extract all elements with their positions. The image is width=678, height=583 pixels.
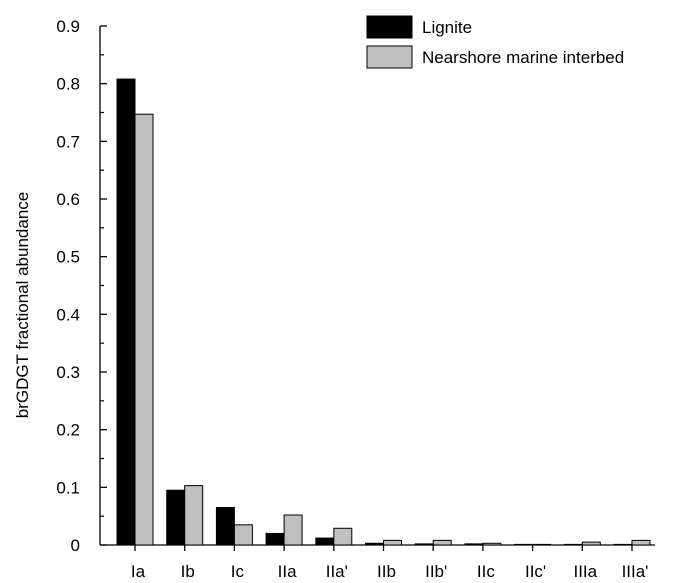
y-tick-label: 0: [71, 536, 80, 555]
bar-marine-IIc: [482, 542, 502, 546]
legend: Lignite Nearshore marine interbed: [366, 15, 624, 69]
bar-marine-IIcp: [532, 543, 552, 546]
legend-label: Nearshore marine interbed: [422, 48, 624, 67]
y-tick-label: 0.4: [56, 305, 80, 324]
bar-lignite-IIIa: [563, 543, 583, 546]
y-tick-label: 0.9: [56, 17, 80, 36]
x-axis: Ia Ib Ic IIa IIa' IIb IIb' IIc IIc' IIIa IIIa': [100, 544, 655, 581]
x-tick-label: Ic: [231, 562, 245, 581]
x-tick-label: IIa: [278, 562, 297, 581]
x-tick-label: Ib: [181, 562, 195, 581]
bar-lignite-IIa: [265, 532, 285, 546]
bar-marine-IIbp: [432, 539, 452, 546]
y-tick-label: 0.1: [56, 478, 80, 497]
legend-swatch: [366, 45, 413, 69]
bar-lignite-IIcp: [514, 543, 534, 546]
bar-marine-Ib: [184, 485, 204, 546]
bar-lignite-IIb: [365, 542, 384, 546]
y-axis: 0 0.1 0.2 0.3 0.4 0.5 0.6 0.7 0.8 0.9: [56, 17, 107, 555]
x-tick-label: IIb: [377, 562, 396, 581]
x-tick-label: IIa': [326, 562, 348, 581]
y-tick-label: 0.7: [56, 132, 80, 151]
bar-lignite-IIbp: [414, 543, 434, 546]
bar-lignite-IIap: [315, 537, 335, 546]
bar-lignite-IIIap: [613, 543, 633, 546]
x-tick-label: IIIa': [622, 562, 649, 581]
y-tick-label: 0.3: [56, 363, 80, 382]
x-tick-label: IIIa: [573, 562, 597, 581]
y-tick-label: 0.6: [56, 190, 80, 209]
bar-lignite-Ia: [116, 78, 136, 546]
bar-marine-Ic: [233, 524, 253, 546]
bar-marine-IIap: [333, 527, 353, 546]
y-tick-label: 0.5: [56, 248, 80, 267]
bar-marine-IIb: [383, 539, 402, 546]
x-tick-label: IIb': [425, 562, 447, 581]
bar-lignite-IIc: [464, 543, 484, 546]
bar-marine-IIIap: [631, 539, 651, 546]
legend-swatch: [366, 15, 413, 39]
x-tick-label: Ia: [131, 562, 146, 581]
y-axis-title: brGDGT fractional abundance: [13, 192, 32, 418]
y-tick-label: 0.2: [56, 421, 80, 440]
bar-lignite-Ic: [215, 507, 235, 546]
bars: [116, 78, 651, 546]
x-tick-label: IIc: [477, 562, 495, 581]
y-tick-label: 0.8: [56, 75, 80, 94]
bar-marine-IIa: [283, 514, 303, 546]
bar-marine-Ia: [134, 113, 154, 546]
x-tick-label: IIc': [525, 562, 546, 581]
bar-lignite-Ib: [166, 489, 186, 546]
legend-label: Lignite: [422, 18, 472, 37]
bar-marine-IIIa: [581, 541, 601, 546]
